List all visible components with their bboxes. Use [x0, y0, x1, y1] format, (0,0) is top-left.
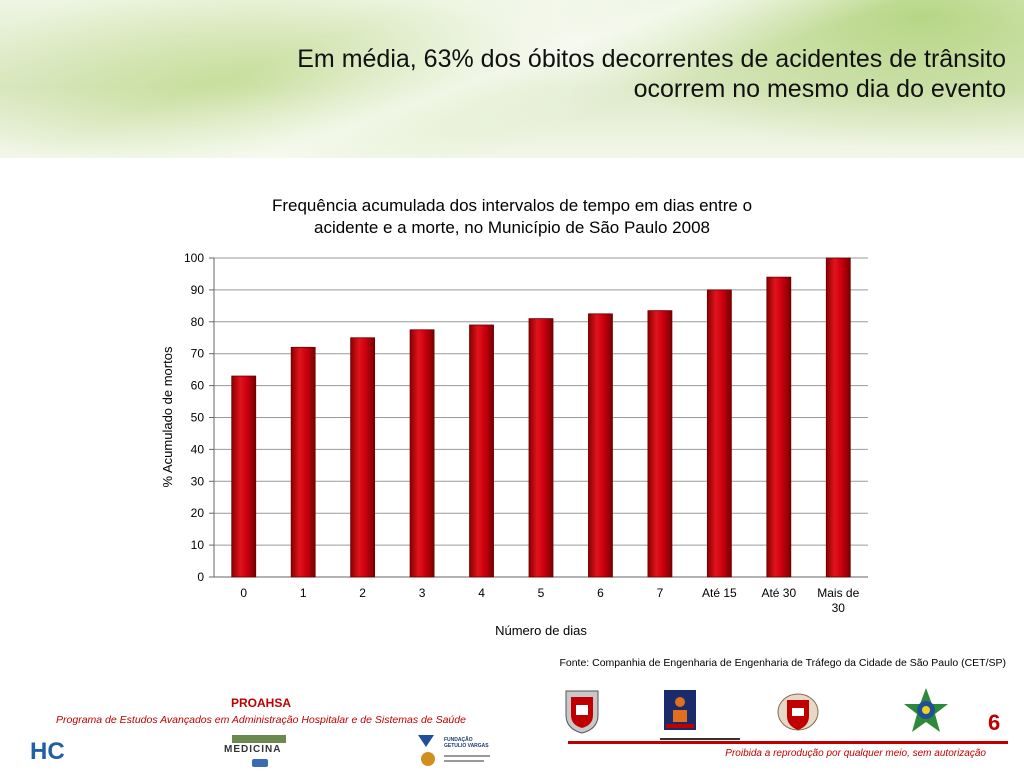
y-tick-label: 70 [191, 347, 205, 361]
bar [231, 375, 257, 578]
medicina-logo-text: MEDICINA [224, 744, 282, 755]
footer-org: PROAHSA [230, 696, 291, 710]
source-note: Fonte: Companhia de Engenharia de Engenh… [559, 657, 1006, 669]
chart-title: Frequência acumulada dos intervalos de t… [212, 195, 812, 239]
hc-fmusp-logo: HC [28, 735, 74, 765]
x-tick-label: 3 [419, 586, 426, 600]
y-tick-label: 10 [191, 538, 205, 552]
bar [766, 276, 792, 578]
y-tick-label: 100 [184, 251, 204, 265]
y-tick-label: 0 [197, 570, 204, 584]
header-banner [0, 0, 1024, 158]
y-tick-label: 60 [191, 379, 205, 393]
y-tick-label: 40 [191, 442, 205, 456]
footer-program: Programa de Estudos Avançados em Adminis… [56, 714, 466, 726]
x-tick-label: Até 30 [761, 586, 796, 600]
x-tick-label: 30 [832, 601, 846, 615]
bar [647, 310, 673, 578]
y-axis-label: % Acumulado de mortos [160, 346, 175, 487]
x-tick-label: 5 [538, 586, 545, 600]
footer-divider-short [660, 738, 740, 740]
x-tick-label: Até 15 [702, 586, 737, 600]
x-tick-label: 2 [359, 586, 366, 600]
bar [588, 313, 613, 578]
bar [825, 257, 851, 578]
x-tick-label: 1 [300, 586, 307, 600]
footer-divider [568, 741, 1008, 744]
bar [409, 329, 435, 578]
fgv-logo: FUNDAÇÃO GETULIO VARGAS [416, 733, 496, 767]
slide-title-line1: Em média, 63% dos óbitos decorrentes de … [297, 45, 1006, 73]
bar [469, 324, 494, 578]
y-tick-label: 80 [191, 315, 205, 329]
chart-title-line2: acidente e a morte, no Município de São … [314, 218, 710, 237]
page-number: 6 [988, 710, 1001, 735]
x-tick-label: 0 [240, 586, 247, 600]
x-axis-label: Número de dias [495, 623, 587, 638]
x-tick-label: 6 [597, 586, 604, 600]
bar [528, 318, 554, 578]
sao-paulo-state-coat-of-arms [775, 686, 821, 734]
y-tick-label: 50 [191, 411, 205, 425]
bar [706, 289, 732, 578]
y-tick-label: 90 [191, 283, 205, 297]
y-tick-label: 20 [191, 506, 205, 520]
x-tick-label: Mais de [817, 586, 859, 600]
slide-title: Em média, 63% dos óbitos decorrentes de … [66, 44, 1006, 104]
chart-title-line1: Frequência acumulada dos intervalos de t… [271, 196, 753, 215]
medicina-usp-logo: MEDICINA [222, 733, 296, 768]
hc-logo-text: HC [30, 738, 65, 765]
fgv-logo-text: FUNDAÇÃO GETULIO VARGAS [444, 737, 489, 749]
y-tick-label: 30 [191, 474, 205, 488]
bar [350, 337, 376, 578]
sao-paulo-city-coat-of-arms [562, 685, 602, 735]
x-tick-label: 7 [657, 586, 664, 600]
slide-title-line2: ocorrem no mesmo dia do evento [633, 75, 1006, 103]
header-light-streak [0, 0, 1024, 158]
footer-notice: Proibida a reprodução por qualquer meio,… [725, 748, 986, 759]
cet-logo [662, 688, 698, 732]
brazil-coat-of-arms [902, 686, 950, 736]
x-tick-label: 4 [478, 586, 485, 600]
bar [290, 346, 316, 578]
